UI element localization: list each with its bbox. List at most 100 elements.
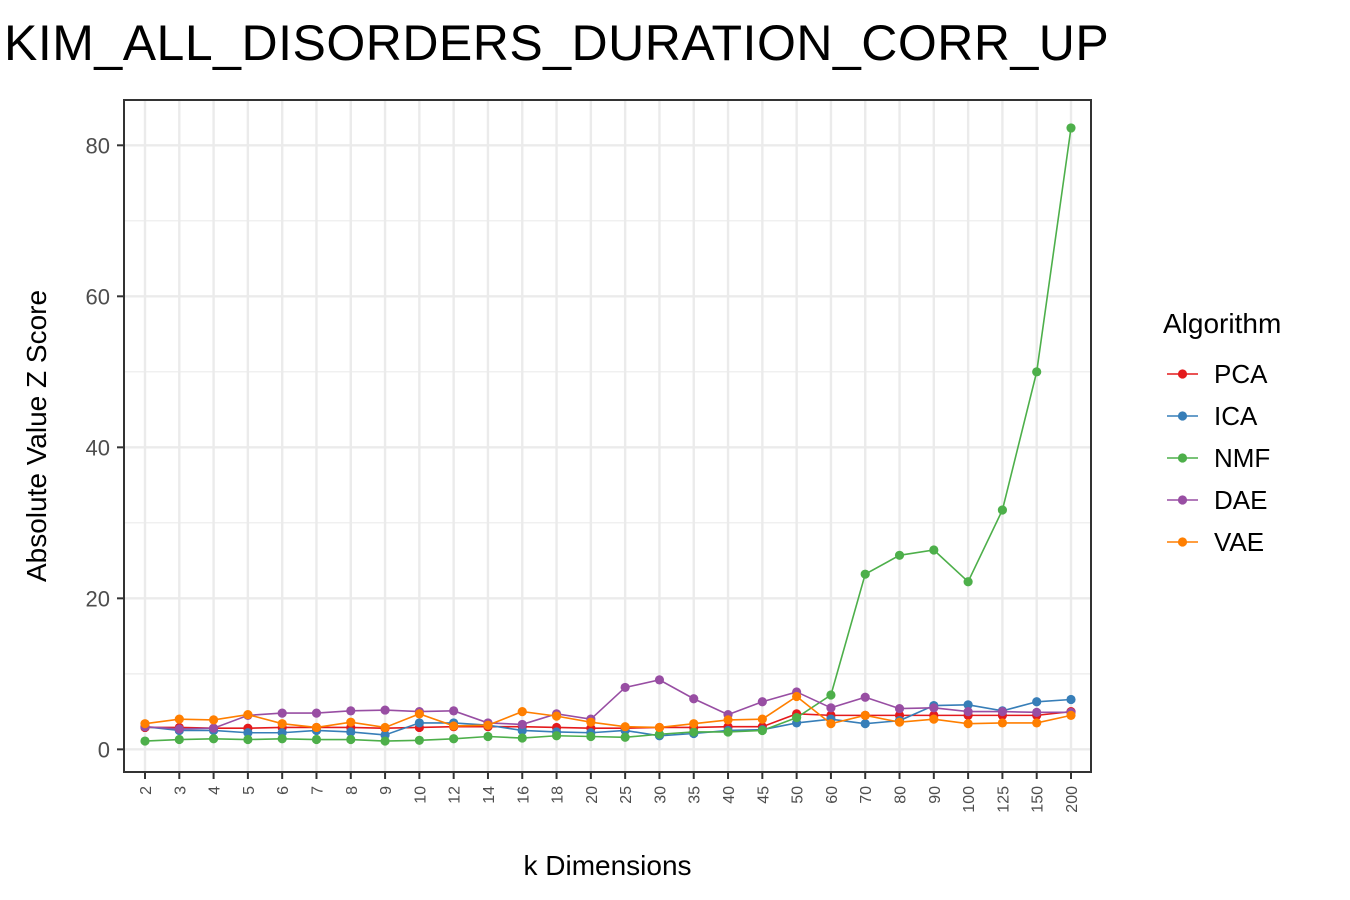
x-tick-label: 50: [790, 786, 807, 804]
x-tick-label: 5: [241, 786, 258, 795]
x-tick-label: 12: [447, 786, 464, 804]
x-tick-label: 7: [309, 786, 326, 795]
data-point-dae: [826, 703, 836, 713]
chart-title: KIM_ALL_DISORDERS_DURATION_CORR_UP: [4, 15, 1110, 71]
y-tick-label: 0: [98, 737, 110, 762]
x-axis: 2 3 4 5 6 7 8 9 10 12 14 16 18 20 25 30 35 40 45 50 60 70 80 90…: [138, 772, 1081, 813]
data-point-dae: [517, 719, 527, 730]
data-point-vae: [894, 717, 905, 727]
legend-label-dae: DAE: [1214, 485, 1267, 515]
data-point-nmf: [140, 736, 150, 746]
data-point-vae: [551, 711, 562, 721]
x-tick-label: 2: [138, 786, 155, 795]
legend-key-point-nmf: [1177, 453, 1188, 463]
grid-minor: [124, 220, 1091, 675]
legend-key-point-vae: [1177, 537, 1188, 547]
data-point-dae: [689, 694, 699, 704]
data-point-nmf: [1066, 123, 1076, 133]
data-point-nmf: [380, 736, 390, 746]
legend-title: Algorithm: [1163, 308, 1281, 339]
data-point-nmf: [551, 731, 562, 741]
y-tick-label: 40: [86, 435, 110, 460]
data-point-dae: [963, 706, 973, 717]
data-point-nmf: [243, 734, 253, 745]
data-point-vae: [586, 717, 596, 727]
data-point-nmf: [483, 731, 493, 742]
data-point-vae: [517, 706, 527, 717]
legend-label-vae: VAE: [1214, 527, 1264, 557]
data-point-nmf: [860, 569, 870, 579]
data-point-vae: [380, 722, 390, 733]
x-tick-label: 14: [481, 786, 498, 804]
data-point-nmf: [586, 731, 596, 742]
y-axis-title: Absolute Value Z Score: [21, 290, 52, 582]
data-point-ica: [346, 727, 356, 737]
data-point-dae: [997, 706, 1008, 717]
data-point-nmf: [997, 505, 1008, 515]
data-point-vae: [826, 719, 836, 729]
data-point-dae: [654, 675, 665, 685]
legend: Algorithm PCA ICA NMF DAE VAE: [1163, 308, 1281, 557]
series-line-vae: [144, 695, 1072, 729]
data-point-ica: [1066, 694, 1076, 705]
series-layer: [140, 123, 1076, 746]
data-point-dae: [208, 723, 219, 733]
data-point-vae: [140, 719, 150, 729]
data-point-ica: [963, 700, 973, 710]
x-tick-label: 60: [824, 786, 841, 804]
y-tick-label: 60: [86, 284, 110, 309]
x-tick-label: 125: [995, 786, 1012, 813]
data-point-vae: [1066, 710, 1076, 720]
data-point-vae: [792, 691, 802, 702]
data-point-dae: [757, 697, 767, 707]
data-point-nmf: [208, 734, 219, 744]
data-point-vae: [346, 717, 356, 727]
x-tick-label: 18: [550, 786, 567, 804]
x-tick-label: 8: [344, 786, 361, 795]
data-point-dae: [860, 692, 870, 702]
data-point-nmf: [517, 733, 527, 743]
x-tick-label: 100: [961, 786, 978, 813]
data-point-nmf: [826, 690, 836, 700]
x-axis-title: k Dimensions: [523, 850, 691, 881]
data-point-dae: [311, 708, 322, 718]
data-point-nmf: [723, 727, 733, 737]
data-point-dae: [620, 682, 630, 693]
plot-border: [123, 99, 1092, 773]
x-tick-label: 150: [1030, 786, 1047, 813]
data-point-vae: [929, 714, 939, 724]
x-tick-label: 200: [1064, 786, 1081, 813]
data-point-dae: [929, 703, 939, 713]
data-point-nmf: [277, 734, 287, 744]
data-point-dae: [174, 724, 184, 734]
data-point-nmf: [963, 577, 973, 587]
x-tick-label: 45: [755, 786, 772, 804]
y-tick-label: 80: [86, 133, 110, 158]
data-point-vae: [1032, 718, 1042, 728]
x-tick-label: 25: [618, 786, 635, 804]
x-tick-label: 30: [652, 786, 669, 804]
data-point-vae: [757, 714, 767, 724]
data-point-ica: [414, 718, 424, 728]
data-point-nmf: [654, 729, 665, 739]
x-tick-label: 10: [412, 786, 429, 804]
series-line-dae: [144, 679, 1071, 730]
data-point-dae: [449, 706, 459, 716]
data-point-vae: [860, 710, 870, 720]
x-tick-label: 80: [893, 786, 910, 804]
data-point-nmf: [449, 734, 459, 744]
data-point-vae: [654, 722, 665, 733]
data-point-vae: [243, 710, 253, 720]
data-point-dae: [277, 708, 287, 718]
data-point-dae: [380, 705, 390, 715]
x-tick-label: 6: [275, 786, 292, 795]
data-point-vae: [449, 721, 459, 731]
data-point-vae: [620, 722, 630, 732]
x-tick-label: 70: [858, 786, 875, 804]
plot-panel: [124, 100, 1091, 772]
legend-key-point-ica: [1177, 411, 1188, 421]
y-axis: 0 20 40 60 80: [86, 133, 124, 762]
data-point-nmf: [620, 732, 630, 742]
data-point-vae: [483, 720, 493, 730]
